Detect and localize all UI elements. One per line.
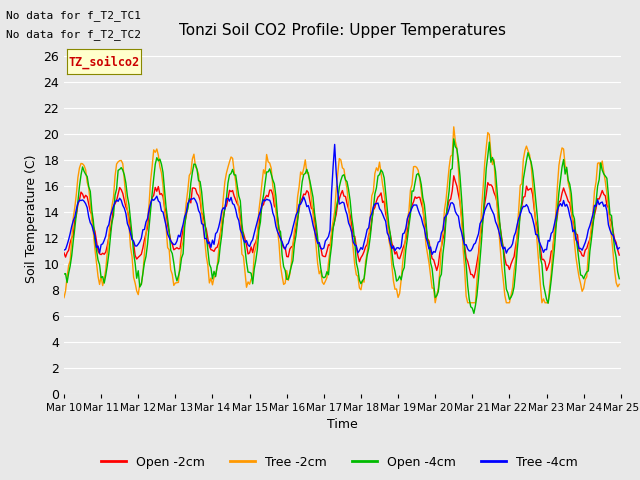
Text: No data for f_T2_TC1: No data for f_T2_TC1	[6, 10, 141, 21]
X-axis label: Time: Time	[327, 418, 358, 431]
Legend: Open -2cm, Tree -2cm, Open -4cm, Tree -4cm: Open -2cm, Tree -2cm, Open -4cm, Tree -4…	[96, 451, 582, 474]
Text: No data for f_T2_TC2: No data for f_T2_TC2	[6, 29, 141, 40]
Y-axis label: Soil Temperature (C): Soil Temperature (C)	[25, 154, 38, 283]
Title: Tonzi Soil CO2 Profile: Upper Temperatures: Tonzi Soil CO2 Profile: Upper Temperatur…	[179, 23, 506, 38]
Text: TZ_soilco2: TZ_soilco2	[68, 55, 140, 69]
